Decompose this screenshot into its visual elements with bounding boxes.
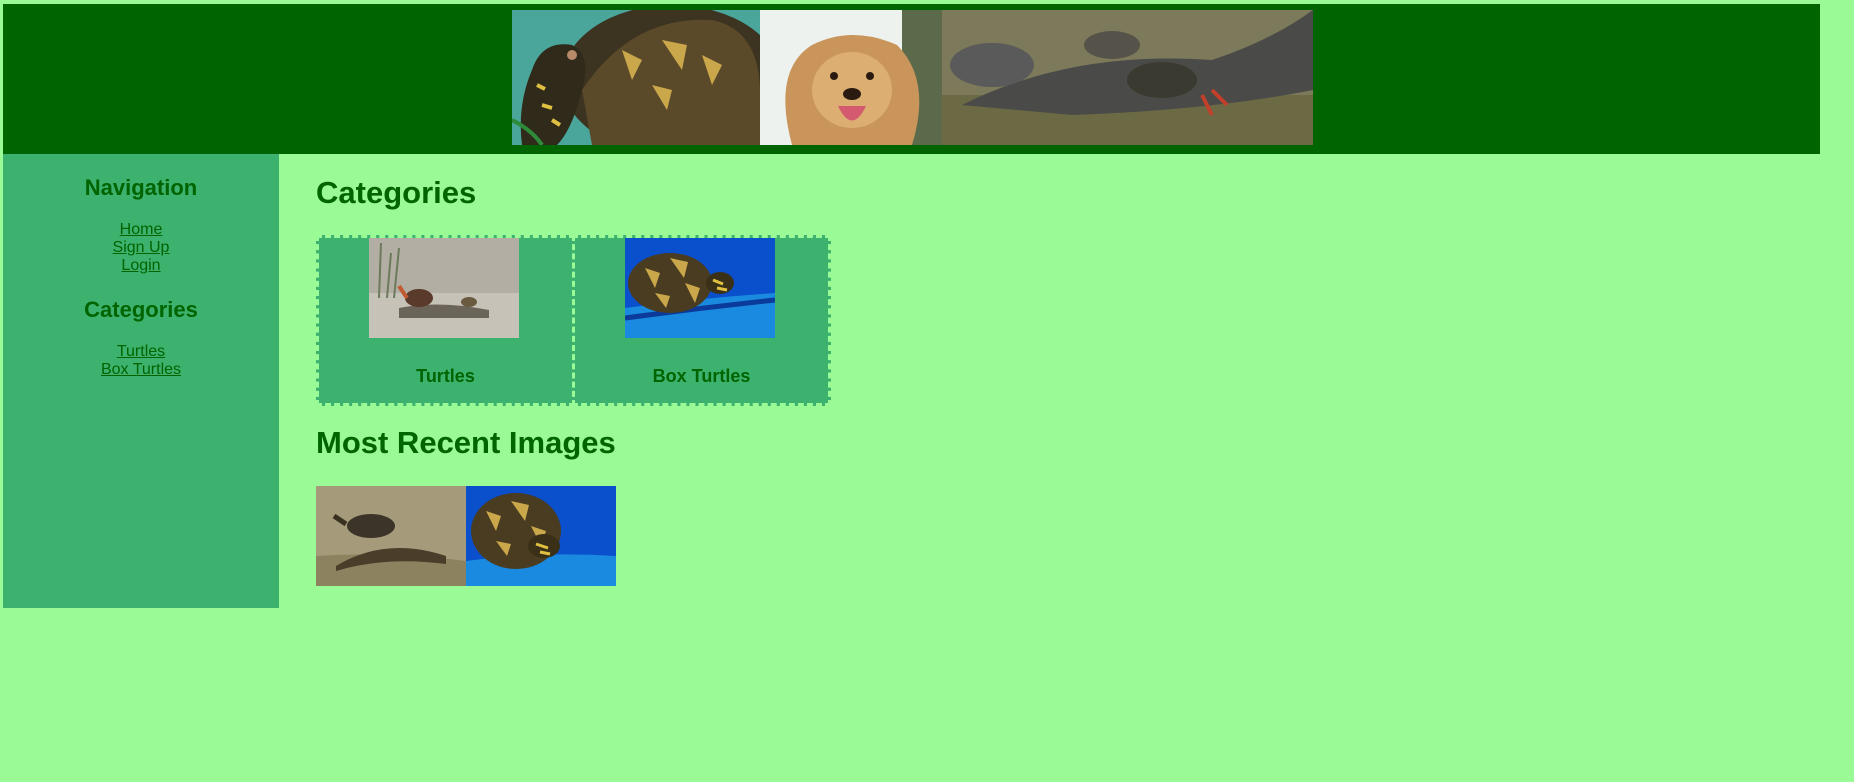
sidebar: Navigation Home Sign Up Login Categories… [3, 154, 279, 608]
nav-link-sign-up[interactable]: Sign Up [112, 239, 170, 256]
turtle-on-log-image[interactable] [369, 238, 519, 338]
site-header [3, 4, 1820, 154]
sidebar-categories-heading: Categories [84, 297, 198, 322]
category-link-box-turtles[interactable]: Box Turtles [100, 361, 182, 378]
nav-links: Home Sign Up Login [3, 221, 279, 275]
category-card-box-turtles[interactable]: Box Turtles [572, 235, 831, 406]
navigation-heading: Navigation [84, 175, 198, 200]
nav-link-home[interactable]: Home [119, 221, 163, 238]
nav-link-login[interactable]: Login [121, 257, 161, 274]
box-turtles-in-blue-tub-image[interactable] [466, 486, 616, 586]
category-card-turtles[interactable]: Turtles [316, 235, 575, 406]
category-links: Turtles Box Turtles [3, 343, 279, 379]
recent-images-heading: Most Recent Images [316, 425, 616, 460]
category-link-turtles[interactable]: Turtles [116, 343, 166, 360]
category-label-box-turtles[interactable]: Box Turtles [652, 366, 751, 386]
box-turtle-in-blue-tub-image[interactable] [624, 238, 776, 338]
category-label-turtles[interactable]: Turtles [416, 366, 475, 386]
categories-heading: Categories [316, 175, 477, 210]
turtle-in-water-image[interactable] [316, 486, 466, 586]
banner-image [512, 10, 1313, 145]
